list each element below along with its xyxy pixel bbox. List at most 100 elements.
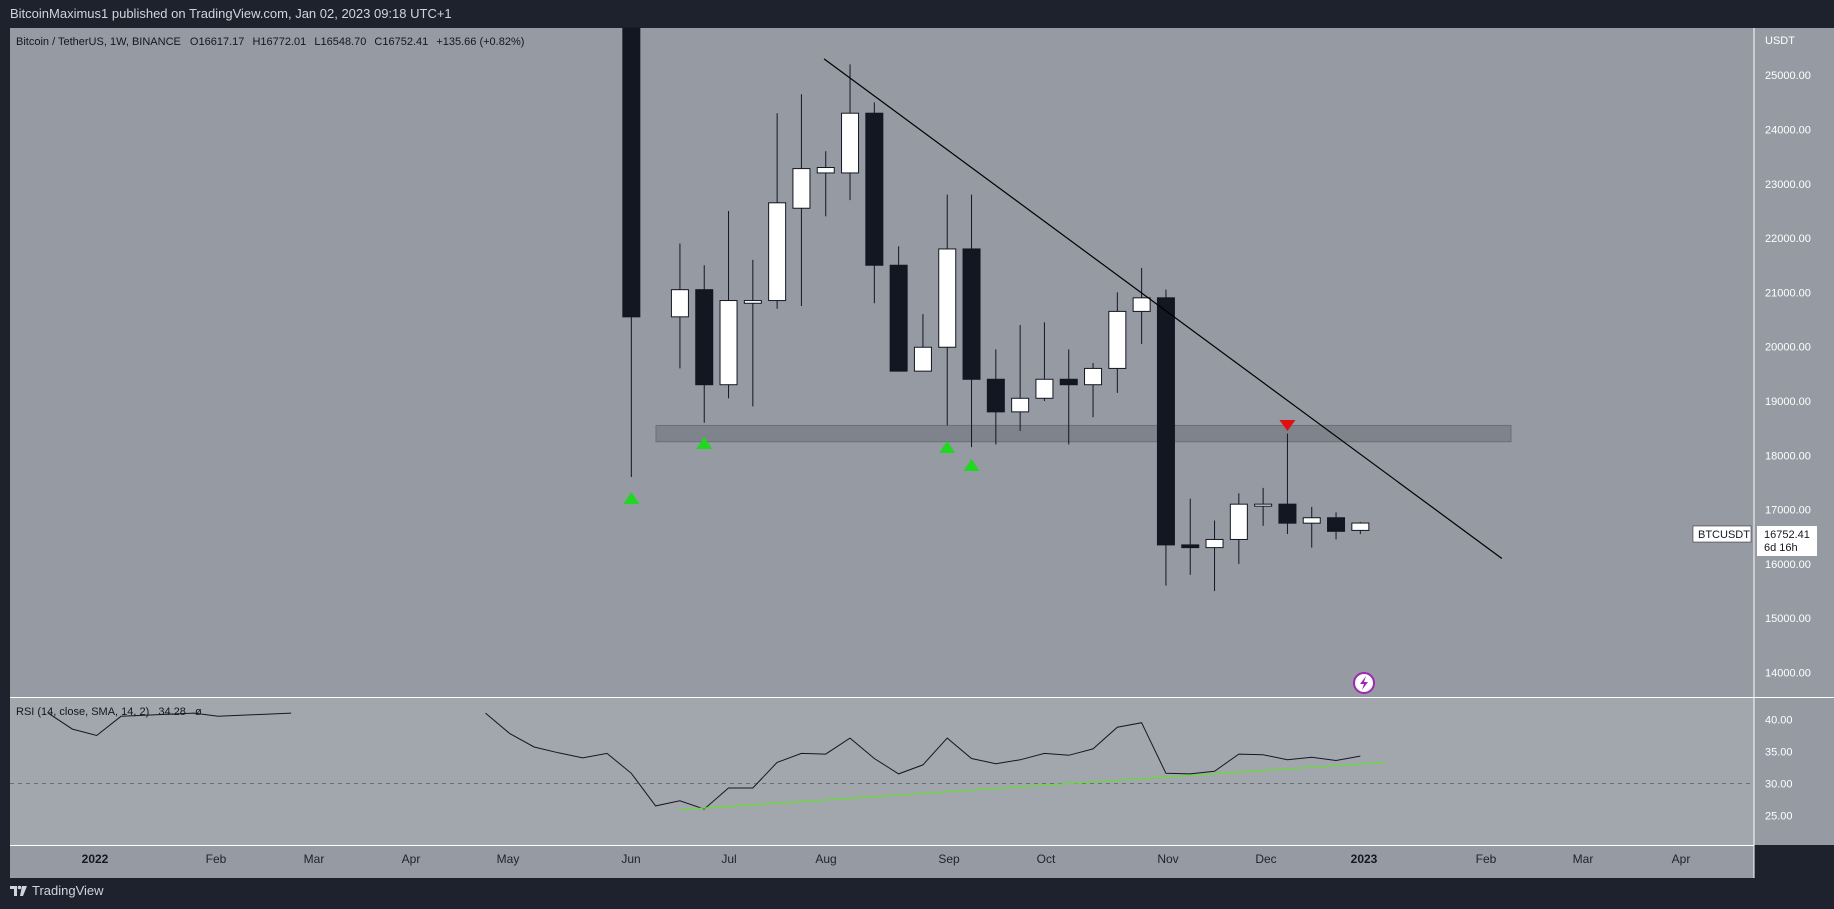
price-tick-label: 17000.00 (1765, 505, 1811, 517)
rsi-tick-label: 30.00 (1765, 779, 1793, 791)
candle (743, 259, 762, 407)
legend-high-label: H (252, 36, 260, 48)
legend-close-label: C (374, 36, 382, 48)
lightning-event-icon[interactable] (1353, 672, 1375, 694)
price-tick-label: 14000.00 (1765, 668, 1811, 680)
support-zone (655, 424, 1512, 443)
candle-body (1302, 517, 1321, 524)
candle-body (622, 27, 641, 318)
rsi-label: RSI (14, close, SMA, 14, 2) (16, 706, 149, 718)
candle (1327, 512, 1346, 540)
candle-body (841, 112, 860, 174)
price-badge-countdown: 6d 16h (1764, 542, 1798, 554)
time-axis-label: Oct (1037, 852, 1056, 866)
time-axis-label: Dec (1255, 852, 1276, 866)
candle-body (1229, 503, 1248, 540)
rsi-tick-label: 40.00 (1765, 715, 1793, 727)
price-badge-value: 16752.41 (1764, 529, 1810, 541)
candle-body (816, 167, 835, 174)
time-axis-label: 2022 (82, 852, 109, 866)
symbol-badge-text: BTCUSDT (1698, 529, 1750, 541)
candle-body (1084, 367, 1103, 386)
candle-body (986, 378, 1005, 413)
candle-body (889, 264, 908, 372)
price-tick-label: 24000.00 (1765, 125, 1811, 137)
time-axis-label: Feb (206, 852, 227, 866)
candle (816, 151, 835, 217)
candle (1132, 267, 1151, 344)
legend-open-label: O (190, 36, 199, 48)
symbol-badge-bg (1692, 525, 1752, 543)
rsi-line (47, 712, 292, 737)
candles-layer (622, 27, 1370, 592)
candle (1108, 292, 1127, 393)
support-up-arrow (623, 492, 640, 504)
candle-body (1108, 310, 1127, 369)
trendline-layer (823, 58, 1503, 559)
legend-close-value: 16752.41 (382, 36, 428, 48)
candle (768, 113, 787, 309)
candle-body (1035, 378, 1054, 399)
price-tick-label: 21000.00 (1765, 287, 1811, 299)
candle (1205, 520, 1224, 592)
candle (889, 246, 908, 372)
price-axis-ticks: 25000.00 24000.00 23000.00 22000.00 21000.00… (1765, 70, 1811, 679)
candle (1278, 433, 1297, 535)
tradingview-logo-icon[interactable] (10, 884, 28, 898)
time-axis-label: Feb (1476, 852, 1497, 866)
candle-body (1181, 544, 1200, 549)
rsi-layer (10, 712, 1754, 811)
support-up-arrow (963, 459, 980, 471)
rsi-legend: RSI (14, close, SMA, 14, 2) 34.28 ø (16, 706, 202, 718)
tradingview-brand[interactable]: TradingView (32, 883, 104, 898)
legend-low-value: 16548.70 (320, 36, 366, 48)
time-axis-label: Jul (721, 852, 736, 866)
candle-body (1278, 503, 1297, 524)
currency-label: USDT (1765, 35, 1795, 47)
candle-body (1011, 397, 1030, 413)
candle (622, 27, 641, 478)
price-tick-label: 25000.00 (1765, 70, 1811, 82)
rsi-value: 34.28 (158, 706, 186, 718)
time-axis-label: Mar (304, 852, 325, 866)
support-zone-layer (655, 424, 1512, 443)
candle-body (768, 202, 787, 302)
legend-open-value: 16617.17 (198, 36, 244, 48)
rsi-tick-label: 35.00 (1765, 747, 1793, 759)
time-axis-label: Sep (938, 852, 960, 866)
candle-body (695, 289, 714, 386)
candle (695, 265, 714, 423)
time-axis-bg (10, 845, 1754, 878)
candle (962, 194, 981, 448)
price-badge-bg (1757, 526, 1817, 556)
candle-body (938, 248, 957, 348)
price-tick-label: 18000.00 (1765, 450, 1811, 462)
candle (865, 102, 884, 304)
candle (1011, 324, 1030, 431)
price-axis-bg (1754, 28, 1834, 845)
last-price-badge: BTCUSDT 16752.41 6d 16h (1692, 525, 1817, 556)
time-axis-label: Nov (1157, 852, 1178, 866)
descending-trendline (823, 58, 1503, 559)
candle-body (1327, 517, 1346, 532)
price-tick-label: 19000.00 (1765, 396, 1811, 408)
price-tick-label: 23000.00 (1765, 179, 1811, 191)
candle (1351, 521, 1370, 535)
candle-body (865, 112, 884, 266)
candle-body (670, 289, 689, 318)
price-tick-label: 22000.00 (1765, 233, 1811, 245)
rsi-line (485, 712, 1361, 810)
legend-symbol: Bitcoin / TetherUS, 1W, BINANCE (16, 36, 181, 48)
candle-body (792, 168, 811, 209)
price-tick-label: 20000.00 (1765, 342, 1811, 354)
time-axis-label: May (497, 852, 520, 866)
candle (1035, 322, 1054, 401)
candle (1302, 506, 1321, 548)
time-axis-label: Jun (621, 852, 640, 866)
candle (670, 243, 689, 369)
rsi-axis-ticks: 40.00 35.00 30.00 25.00 (1765, 715, 1793, 823)
candle-body (913, 346, 932, 372)
footer-bar (0, 878, 1834, 909)
candle (1156, 289, 1175, 586)
